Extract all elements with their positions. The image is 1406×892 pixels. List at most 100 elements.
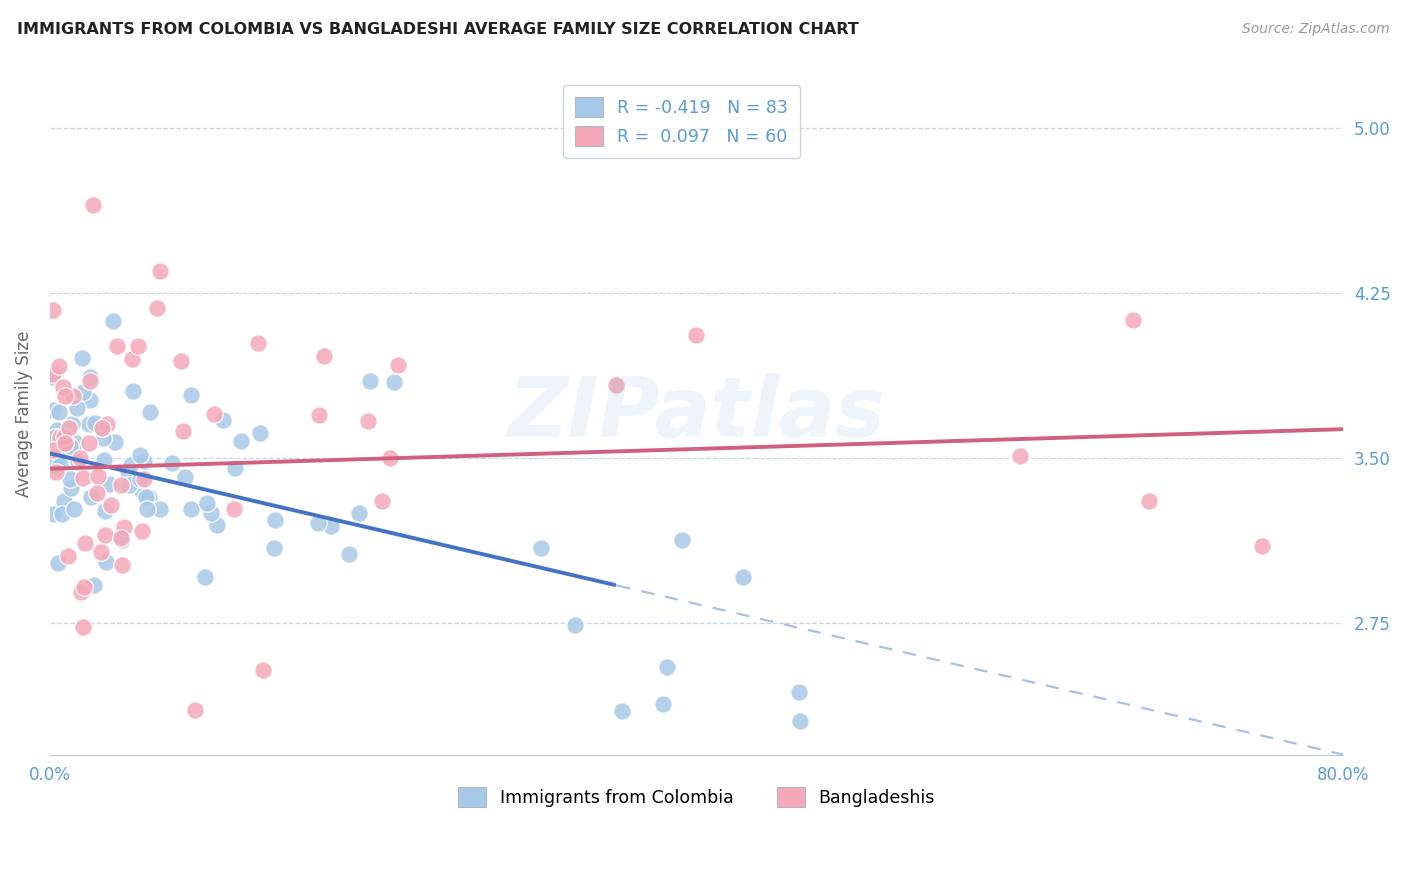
Point: [205, 517, 228, 532]
Point: [45, 423, 67, 437]
Point: [53, 436, 76, 450]
Point: [685, 328, 707, 343]
Point: [70, 351, 93, 365]
Point: [149, 264, 172, 278]
Point: [135, 491, 157, 505]
Point: [387, 359, 409, 373]
Point: [58, 472, 80, 486]
Point: [77, 417, 100, 432]
Point: [53, 389, 76, 403]
Point: [131, 524, 153, 538]
Point: [46, 556, 69, 570]
Point: [98, 476, 121, 491]
Point: [127, 339, 149, 353]
Point: [58, 442, 80, 457]
Point: [111, 533, 134, 548]
Point: [104, 434, 127, 449]
Point: [308, 408, 330, 422]
Point: [380, 451, 402, 466]
Point: [72, 384, 94, 399]
Point: [122, 384, 145, 398]
Point: [72, 620, 94, 634]
Legend: Immigrants from Colombia, Bangladeshis: Immigrants from Colombia, Bangladeshis: [451, 780, 942, 814]
Point: [73, 580, 96, 594]
Point: [60, 481, 83, 495]
Point: [200, 506, 222, 520]
Point: [110, 478, 132, 492]
Point: [249, 425, 271, 440]
Point: [605, 378, 627, 392]
Point: [48, 359, 70, 373]
Point: [112, 520, 135, 534]
Point: [224, 461, 246, 475]
Point: [134, 472, 156, 486]
Text: Source: ZipAtlas.com: Source: ZipAtlas.com: [1241, 22, 1389, 37]
Point: [1008, 449, 1031, 463]
Point: [66, 401, 89, 415]
Point: [90, 545, 112, 559]
Y-axis label: Average Family Size: Average Family Size: [15, 331, 32, 497]
Point: [136, 502, 159, 516]
Point: [195, 496, 218, 510]
Point: [129, 472, 152, 486]
Point: [129, 448, 152, 462]
Point: [110, 529, 132, 543]
Point: [264, 513, 287, 527]
Point: [146, 301, 169, 316]
Point: [69, 450, 91, 465]
Point: [48, 405, 70, 419]
Point: [87, 468, 110, 483]
Point: [194, 570, 217, 584]
Point: [83, 416, 105, 430]
Text: IMMIGRANTS FROM COLOMBIA VS BANGLADESHI AVERAGE FAMILY SIZE CORRELATION CHART: IMMIGRANTS FROM COLOMBIA VS BANGLADESHI …: [17, 22, 859, 37]
Point: [42, 369, 65, 384]
Point: [63, 501, 86, 516]
Point: [312, 349, 335, 363]
Point: [247, 336, 270, 351]
Point: [42, 442, 65, 457]
Point: [110, 532, 132, 546]
Point: [79, 374, 101, 388]
Point: [105, 339, 128, 353]
Point: [671, 533, 693, 547]
Point: [56, 549, 79, 563]
Point: [733, 569, 755, 583]
Point: [349, 506, 371, 520]
Point: [134, 454, 156, 468]
Point: [1122, 313, 1144, 327]
Point: [42, 303, 65, 318]
Point: [52, 380, 75, 394]
Point: [222, 502, 245, 516]
Point: [131, 484, 153, 499]
Point: [53, 436, 76, 450]
Point: [72, 471, 94, 485]
Point: [80, 490, 103, 504]
Point: [202, 407, 225, 421]
Point: [52, 430, 75, 444]
Point: [94, 528, 117, 542]
Point: [90, 421, 112, 435]
Point: [79, 369, 101, 384]
Point: [90, 420, 112, 434]
Point: [787, 685, 810, 699]
Point: [42, 367, 65, 381]
Point: [359, 374, 381, 388]
Point: [83, 578, 105, 592]
Point: [139, 405, 162, 419]
Point: [51, 433, 73, 447]
Point: [121, 351, 143, 366]
Point: [79, 392, 101, 407]
Point: [252, 663, 274, 677]
Point: [138, 491, 160, 505]
Point: [263, 541, 285, 556]
Point: [94, 504, 117, 518]
Point: [75, 536, 97, 550]
Point: [180, 388, 202, 402]
Point: [118, 478, 141, 492]
Text: ZIPatlas: ZIPatlas: [508, 373, 886, 454]
Point: [307, 516, 329, 531]
Point: [184, 703, 207, 717]
Point: [319, 518, 342, 533]
Point: [100, 498, 122, 512]
Point: [44, 458, 66, 473]
